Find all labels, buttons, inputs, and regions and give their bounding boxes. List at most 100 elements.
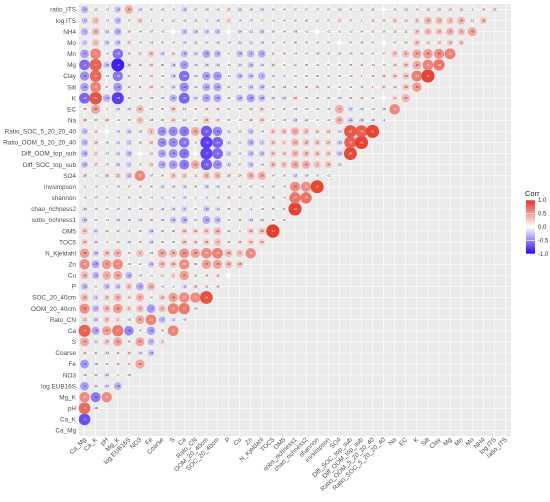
- corr-value-label: .22: [83, 318, 87, 322]
- corr-circle-Ratio_SOC_5_20_20_40-Ca_K: [93, 128, 99, 134]
- corr-circle-Ratio_SOC_5_20_20_40-Coarse: [157, 126, 167, 136]
- corr-value-label: .16: [382, 74, 386, 78]
- corr-value-label: -.13: [93, 240, 98, 244]
- corr-circle-Mg-shannon: [314, 62, 320, 68]
- corr-circle-Cu-SOC_20_40cm: [214, 272, 221, 279]
- corr-circle-Silt-OOM_20_40cm: [202, 83, 211, 92]
- corr-value-label: .24: [415, 30, 419, 34]
- corr-value-label: -.01: [271, 118, 276, 122]
- corr-value-label: -.17: [93, 229, 98, 233]
- corr-value-label: -.18: [193, 30, 198, 34]
- corr-value-label: .22: [138, 19, 142, 23]
- corr-circle-Zn-OOM_20_40cm: [201, 259, 212, 270]
- corr-circle-K-TOC5: [270, 95, 276, 101]
- corr-value-label: -.21: [348, 118, 353, 122]
- corr-value-label: -.15: [237, 7, 242, 11]
- corr-circle-Mo-NO3: [137, 40, 143, 46]
- corr-value-label: -.1: [249, 207, 253, 211]
- corr-circle-Mg_K-pH: [101, 392, 112, 403]
- corr-circle-Silt-TOC5: [270, 84, 276, 90]
- corr-value-label: -.12: [127, 240, 132, 244]
- corr-circle-OM5-OOM_20_40cm: [202, 227, 210, 235]
- corr-circle-chao_richness2-Fe: [148, 206, 154, 212]
- corr-value-label: .11: [360, 7, 364, 11]
- corr-circle-SOC_20_40cm-Fe: [148, 295, 154, 300]
- corr-circle-Mo-P: [226, 40, 231, 46]
- corr-value-label: .12: [116, 229, 120, 233]
- corr-circle-Clay-Mg_K: [112, 70, 123, 82]
- corr-value-label: -.05: [127, 373, 132, 377]
- corr-value-label: -.33: [138, 284, 143, 288]
- corr-value-label: .11: [138, 85, 142, 89]
- corr-circle-Diff_SOC_top_sub-shannon: [313, 160, 321, 169]
- corr-circle-Diff_SOC_top_sub-OOM_20_40cm: [200, 159, 212, 171]
- corr-value-label: .43: [116, 340, 120, 344]
- corr-value-label: -.15: [104, 30, 109, 34]
- corr-circle-OM5-NO3: [137, 228, 143, 234]
- corr-circle-Mn-Ratio_SOC_5_20_20_40: [381, 51, 387, 57]
- corr-value-label: -.14: [215, 207, 220, 211]
- y-tick-label: P: [72, 284, 76, 291]
- corr-value-label: .2: [172, 273, 175, 277]
- y-tick-label: SO4: [63, 173, 76, 180]
- corr-circle-Mg-Zn: [247, 61, 254, 69]
- corr-value-label: .26: [149, 52, 153, 56]
- corr-circle-P-pH: [103, 283, 111, 290]
- corr-value-label: -.1: [83, 185, 87, 189]
- corr-circle-Mo-Ratio_OOM_5_20_20_40: [370, 40, 375, 46]
- corr-circle-Na-NO3: [136, 116, 144, 125]
- corr-circle-Ca-Coarse: [159, 328, 165, 334]
- corr-value-label: -.22: [127, 174, 132, 178]
- corr-circle-invsimpson-sobs_richness1: [289, 181, 301, 192]
- corr-value-label: -.34: [204, 85, 209, 89]
- corr-value-label: .68: [437, 63, 441, 67]
- corr-value-label: -.25: [104, 284, 109, 288]
- corr-circle-sobs_richness1-N_Kjeldahl: [259, 217, 265, 223]
- corr-value-label: -.02: [193, 118, 198, 122]
- corr-circle-Diff_OOM_top_sub-P: [225, 150, 232, 157]
- corr-value-label: -.29: [248, 140, 253, 144]
- corr-circle-Silt-Zn: [247, 83, 254, 91]
- y-tick-label: shannon: [51, 195, 76, 202]
- corr-value-label: .23: [271, 140, 275, 144]
- corr-circle-Mg-Ratio_SOC_5_20_20_40: [381, 62, 387, 68]
- corr-value-label: -.11: [249, 41, 254, 45]
- corr-value-label: .3: [139, 118, 142, 122]
- corr-circle-Diff_OOM_top_sub-Ca_Mg: [80, 149, 89, 158]
- corr-circle-Rato_CN-NO3: [135, 315, 145, 325]
- corr-circle-N_Kjeldahl-Cu: [235, 249, 244, 257]
- corr-value-label: -.09: [171, 185, 176, 189]
- corr-circle-Mo-Rato_CN: [192, 40, 198, 46]
- corr-value-label: .35: [249, 174, 253, 178]
- corr-circle-Cu-NO3: [137, 272, 143, 278]
- corr-value-label: -.06: [348, 52, 353, 56]
- corr-circle-NH4-log EUB16S: [126, 29, 132, 35]
- corr-circle-TOC5-Mg_K: [115, 239, 121, 245]
- corr-value-label: -.02: [348, 74, 353, 78]
- corr-circle-Diff_SOC_top_sub-Ca: [179, 159, 190, 170]
- y-tick-label: TOC5: [59, 239, 76, 246]
- corr-value-label: -.03: [370, 63, 375, 67]
- corr-circle-Mg-Diff_SOC_top_sub: [347, 62, 353, 68]
- corr-circle-K-Ca_Mg: [79, 92, 90, 104]
- corr-value-label: .11: [194, 174, 198, 178]
- corr-value-label: -.03: [104, 74, 109, 78]
- corr-value-label: -.9: [116, 63, 120, 67]
- corr-circle-Ratio_SOC_5_20_20_40-sobs_richness1: [290, 127, 300, 136]
- corr-value-label: .06: [149, 185, 153, 189]
- corr-value-label: .67: [182, 307, 186, 311]
- corr-circle-Rato_CN-log EUB16S: [126, 317, 132, 323]
- corr-value-label: .11: [360, 63, 364, 67]
- corr-value-label: -.1: [282, 74, 286, 78]
- y-tick-label: Ratio_OOM_5_20_20_40: [3, 140, 76, 147]
- corr-circle-Mg-Silt: [422, 59, 434, 71]
- corr-value-label: -.29: [82, 7, 87, 11]
- corr-circle-Mn-N_Kjeldahl: [257, 49, 266, 58]
- corr-circle-TOC5-OOM_20_40cm: [202, 238, 210, 246]
- corr-value-label: .23: [105, 295, 109, 299]
- corr-circle-Clay-Na: [391, 72, 398, 80]
- corr-value-label: .17: [382, 85, 386, 89]
- corr-circle-S-Ca_Mg: [80, 337, 90, 347]
- corr-circle-shannon-Coarse: [159, 195, 165, 201]
- corr-circle-Diff_SOC_top_sub-N_Kjeldahl: [259, 162, 265, 168]
